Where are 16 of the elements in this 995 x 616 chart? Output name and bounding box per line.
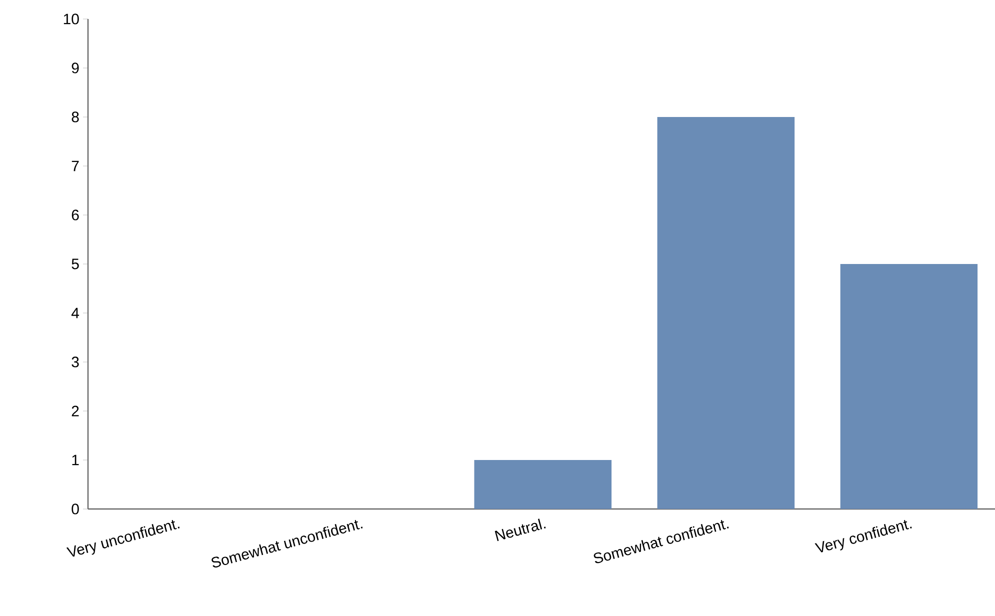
y-tick-label: 2 [72, 406, 79, 416]
y-tick-label: 5 [72, 258, 79, 270]
y-tick-label: 6 [72, 210, 79, 220]
y-tick-label: 8 [72, 112, 79, 122]
bar [474, 460, 612, 509]
y-tick-label: 0 [72, 504, 79, 514]
x-tick-label: Very confident. [814, 520, 912, 552]
y-tick-label: 7 [72, 160, 79, 172]
bar [840, 264, 978, 509]
x-tick-label: Neutral. [494, 518, 546, 542]
y-tick-label: 4 [71, 308, 80, 318]
y-tick-label: 9 [72, 62, 79, 74]
y-tick-label: 1 [72, 454, 79, 466]
bar [657, 116, 795, 509]
y-tick-label: 3 [72, 356, 79, 368]
y-tick-label: 10 [64, 14, 79, 24]
